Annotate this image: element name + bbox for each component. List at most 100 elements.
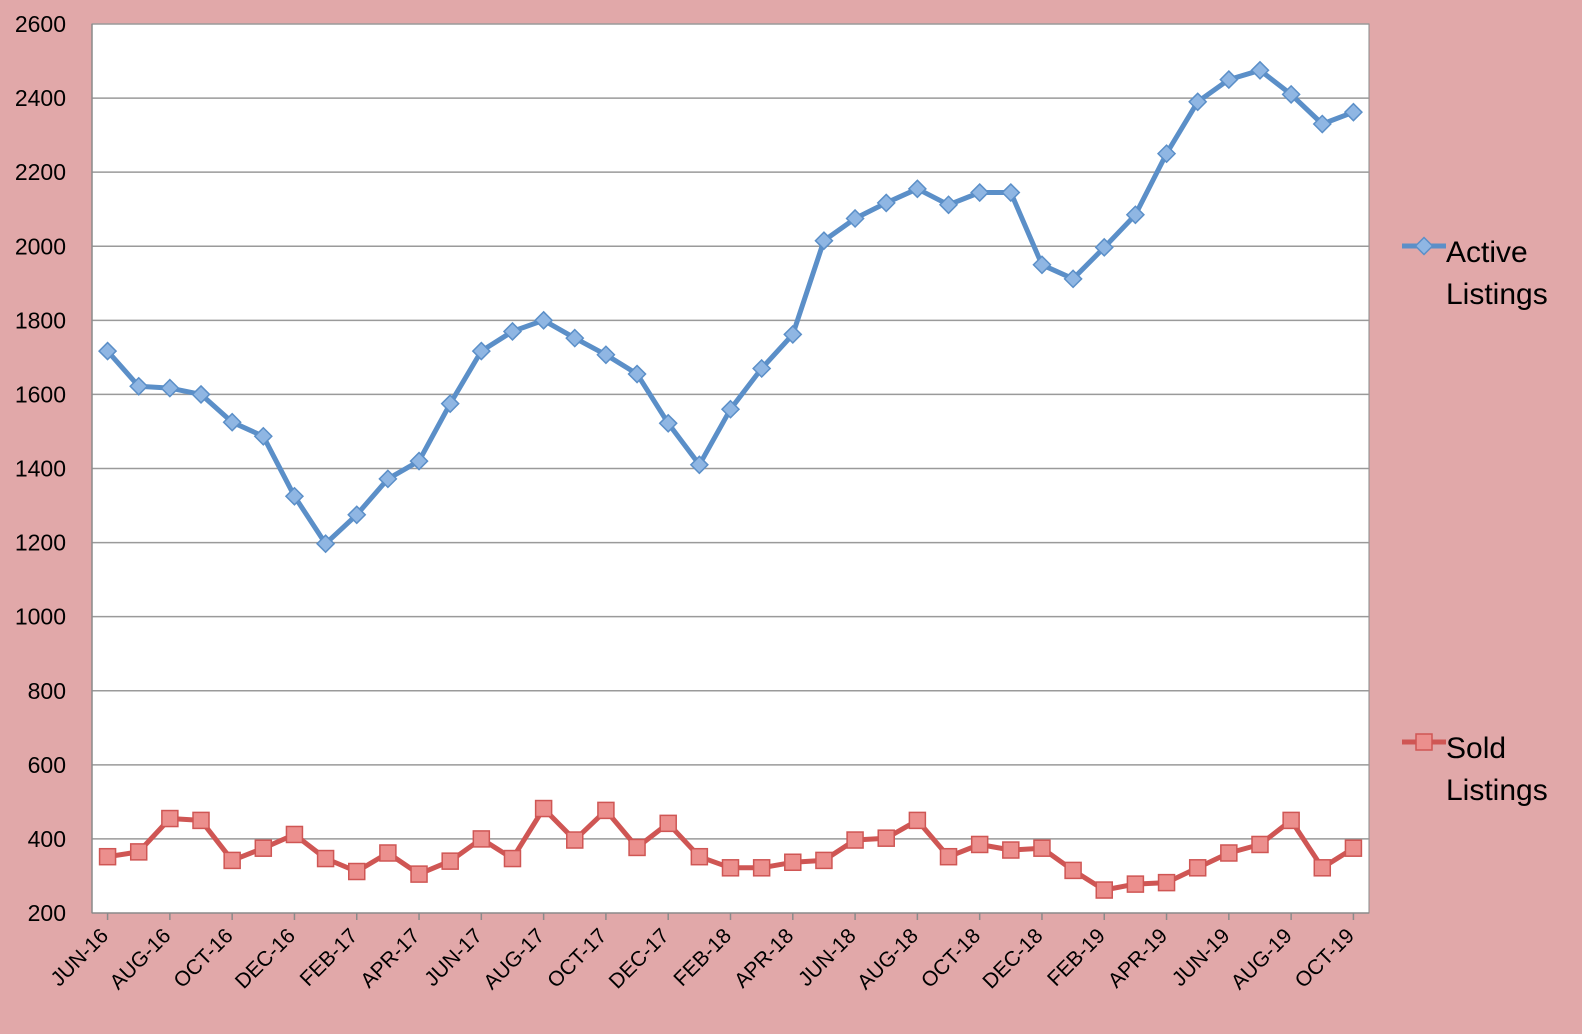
data-point-sold	[939, 847, 958, 866]
data-point-sold	[1157, 873, 1176, 892]
data-point-active	[253, 426, 273, 446]
data-point-active	[720, 399, 741, 419]
x-tick-label: FEB-19	[1043, 924, 1110, 991]
x-tick-label: FEB-18	[669, 924, 736, 991]
data-point-sold	[721, 859, 740, 877]
data-point-sold	[472, 830, 491, 848]
x-tick-label: OCT-19	[1291, 924, 1359, 992]
x-tick-label: JUN-17	[420, 924, 487, 991]
x-tick-label: DEC-17	[605, 924, 674, 993]
data-point-sold	[690, 847, 709, 866]
gridlines	[92, 23, 1369, 840]
x-tick-label: JUN-19	[1168, 924, 1235, 991]
data-point-active	[129, 376, 149, 396]
data-point-sold	[908, 811, 927, 830]
legend-marker	[1414, 236, 1434, 256]
legend-entry-1: Sold Listings	[1402, 732, 1548, 807]
data-point-active	[222, 412, 242, 432]
y-tick-label: 1400	[15, 456, 66, 482]
legend-label: Listings	[1446, 774, 1548, 807]
data-point-sold	[1095, 881, 1114, 899]
series-1	[98, 799, 1363, 899]
legend-label: Sold	[1446, 732, 1506, 765]
x-tick-label: AUG-17	[479, 924, 549, 994]
data-point-active	[876, 193, 896, 213]
x-tick-label: OCT-17	[543, 924, 611, 992]
data-point-active	[471, 341, 491, 361]
data-point-sold	[815, 851, 833, 870]
y-tick-label: 600	[28, 752, 66, 778]
x-tick-label: APR-18	[730, 924, 798, 992]
data-point-sold	[1002, 841, 1020, 859]
data-point-sold	[1251, 835, 1269, 854]
data-point-sold	[192, 811, 210, 830]
data-point-sold	[161, 809, 179, 828]
data-point-sold	[628, 838, 646, 857]
data-point-active	[1343, 102, 1363, 122]
x-tick-label: OCT-16	[169, 924, 237, 992]
data-point-sold	[441, 852, 459, 870]
y-tick-label: 2200	[15, 159, 66, 185]
data-point-sold	[877, 829, 895, 847]
data-point-sold	[379, 844, 397, 862]
data-point-sold	[597, 801, 615, 820]
data-point-active	[938, 195, 959, 215]
data-point-active	[534, 310, 554, 330]
y-tick-label: 200	[28, 900, 66, 926]
x-tick-label: AUG-19	[1227, 924, 1297, 994]
data-point-active	[1125, 205, 1145, 225]
data-point-sold	[1064, 861, 1082, 880]
data-point-active	[160, 378, 180, 398]
data-point-active	[347, 505, 367, 525]
y-tick-label: 400	[28, 826, 66, 852]
data-point-active	[814, 231, 834, 251]
data-point-active	[658, 413, 678, 433]
data-point-active	[1281, 84, 1301, 104]
data-point-active	[689, 455, 709, 475]
y-tick-label: 2000	[15, 233, 66, 259]
data-point-sold	[223, 851, 241, 870]
legend-label: Listings	[1446, 278, 1548, 311]
data-point-sold	[1033, 839, 1051, 857]
axes	[91, 24, 1369, 920]
data-point-sold	[784, 853, 802, 872]
data-point-active	[409, 451, 429, 471]
data-point-sold	[254, 839, 273, 857]
data-point-active	[1219, 70, 1239, 90]
data-point-active	[970, 182, 990, 203]
x-tick-label: DEC-18	[978, 924, 1047, 993]
series-layer	[98, 60, 1363, 899]
data-point-active	[627, 364, 647, 384]
data-point-sold	[534, 799, 553, 818]
data-point-active	[440, 394, 460, 414]
data-point-active	[752, 358, 772, 379]
x-tick-label: APR-19	[1104, 924, 1172, 992]
data-point-active	[1094, 237, 1114, 257]
data-point-sold	[566, 831, 584, 849]
y-tick-label: 2600	[15, 11, 66, 37]
data-point-sold	[98, 847, 117, 866]
data-point-sold	[285, 825, 304, 844]
data-point-sold	[410, 865, 428, 883]
data-point-sold	[1126, 875, 1145, 893]
data-point-sold	[1282, 811, 1300, 830]
x-tick-label: JUN-18	[794, 924, 861, 991]
data-point-sold	[659, 814, 677, 833]
data-point-sold	[1313, 859, 1332, 877]
data-point-active	[565, 328, 585, 348]
data-point-sold	[316, 849, 335, 868]
legend-label: Active	[1446, 236, 1528, 269]
y-tick-label: 1000	[15, 604, 66, 630]
data-point-active	[191, 384, 211, 404]
data-point-active	[284, 486, 305, 506]
data-point-active	[316, 534, 336, 554]
data-point-active	[783, 324, 803, 344]
y-tick-label: 2400	[15, 85, 66, 111]
data-point-active	[1001, 182, 1021, 203]
data-point-active	[1250, 60, 1270, 80]
data-point-sold	[1220, 844, 1238, 862]
legend: Active Listings Sold Listings	[1402, 236, 1548, 807]
x-tick-label: AUG-18	[853, 924, 923, 994]
x-tick-label: JUN-16	[47, 924, 114, 991]
